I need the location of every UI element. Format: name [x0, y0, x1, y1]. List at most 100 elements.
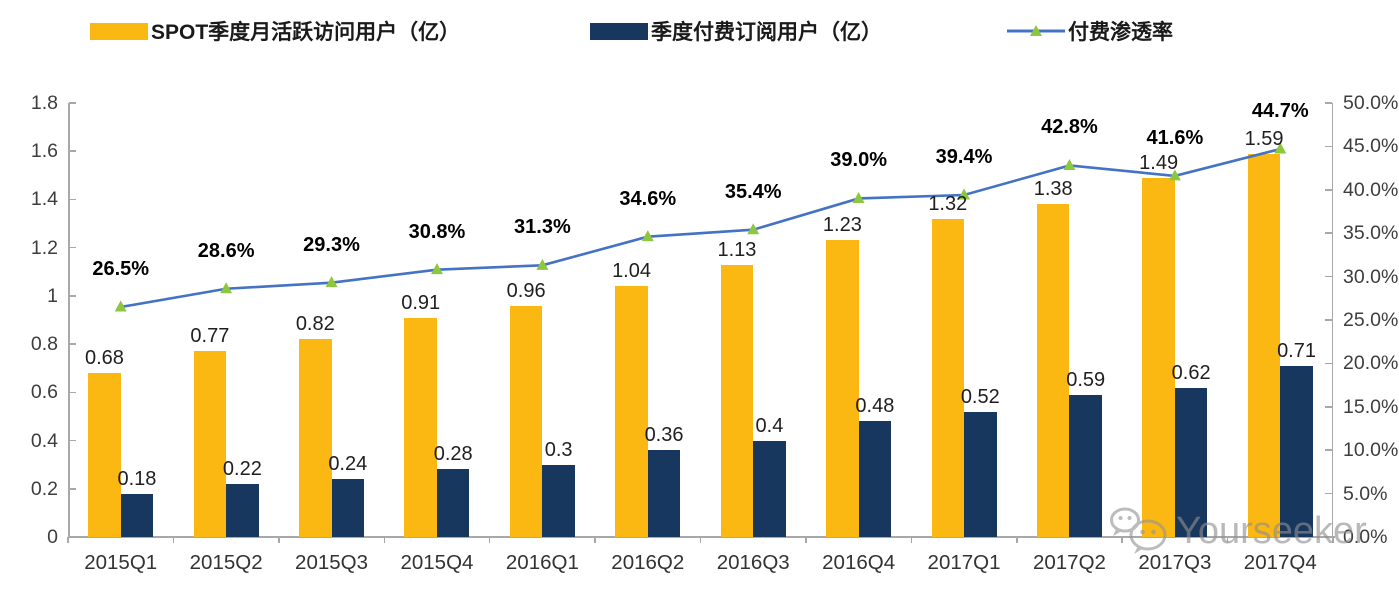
y-axis-right-tick-label: 15.0% — [1343, 395, 1399, 418]
y-axis-right-tick-label: 0.0% — [1343, 526, 1388, 548]
legend-swatch-mau-icon — [90, 22, 148, 40]
x-axis-category-label: 2015Q3 — [295, 551, 369, 574]
line-marker-triangle-icon — [852, 191, 865, 203]
y-axis-right-tick — [1324, 275, 1332, 278]
x-axis-category-label: 2016Q3 — [716, 551, 790, 574]
bar-mau — [1036, 204, 1070, 537]
x-axis-category-label: 2015Q1 — [84, 551, 158, 574]
y-axis-left-tick — [69, 488, 76, 490]
bar-label-subscribers: 0.36 — [644, 424, 684, 447]
line-marker-triangle-icon — [1063, 158, 1076, 170]
bar-label-subscribers: 0.59 — [1066, 368, 1106, 391]
x-axis-tick — [67, 537, 69, 543]
y-axis-right-tick-label: 25.0% — [1343, 309, 1399, 331]
bar-label-mau: 0.82 — [295, 313, 335, 336]
bar-mau — [931, 218, 965, 537]
bar-mau — [193, 351, 227, 537]
penetration-pct-label: 44.7% — [1251, 100, 1309, 122]
x-axis-tick — [910, 537, 913, 543]
x-axis-category-label: 2016Q4 — [822, 551, 896, 574]
bar-label-subscribers: 0.62 — [1171, 361, 1211, 384]
legend-label-subscribers: 季度付费订阅用户（亿） — [651, 21, 882, 44]
y-axis-left-tick-label: 0 — [47, 526, 58, 548]
y-axis-left-tick — [69, 198, 76, 201]
bar-subscribers — [436, 469, 470, 537]
y-axis-right-tick — [1324, 145, 1332, 148]
y-axis-right-tick — [1324, 319, 1332, 321]
legend-item-penetration: 付费渗透率 — [1007, 20, 1173, 44]
bar-mau — [299, 339, 332, 537]
bar-subscribers — [120, 493, 154, 537]
bar-label-subscribers: 0.71 — [1277, 339, 1316, 362]
bar-subscribers — [331, 479, 365, 537]
y-axis-right-tick-label: 10.0% — [1343, 439, 1399, 462]
penetration-pct-label: 39.0% — [830, 149, 887, 172]
bar-mau — [826, 240, 859, 537]
x-axis-tick — [383, 537, 385, 543]
x-axis-tick — [172, 537, 175, 543]
bar-subscribers — [647, 450, 681, 537]
penetration-pct-label: 29.3% — [303, 233, 360, 256]
x-axis-tick — [1332, 537, 1334, 543]
line-marker-triangle-icon — [958, 188, 971, 200]
watermark: Yourseeker — [1108, 505, 1367, 557]
legend-swatch-subscribers-icon — [590, 22, 648, 40]
bar-mau — [1142, 177, 1175, 537]
bar-label-mau: 1.23 — [822, 214, 862, 237]
bar-label-mau: 0.77 — [190, 325, 230, 348]
line-marker-triangle-icon — [325, 276, 338, 288]
bar-label-mau: 1.38 — [1033, 178, 1073, 201]
bar-label-subscribers: 0.22 — [222, 457, 262, 480]
penetration-pct-label: 42.8% — [1041, 116, 1098, 139]
x-axis-category-label: 2016Q1 — [505, 551, 579, 574]
bar-mau — [509, 305, 543, 537]
y-axis-left-tick — [69, 102, 76, 104]
bar-label-subscribers: 0.18 — [117, 467, 157, 490]
y-axis-right-tick-label: 45.0% — [1343, 135, 1399, 158]
bar-mau — [88, 373, 121, 537]
y-axis-left-tick — [69, 295, 76, 297]
x-axis-category-label: 2017Q1 — [927, 551, 1001, 574]
wechat-icon — [1110, 507, 1167, 554]
x-axis-tick — [699, 537, 702, 543]
y-axis-right-tick — [1324, 449, 1332, 451]
y-axis-left-tick-label: 0.6 — [30, 381, 58, 404]
penetration-pct-label: 34.6% — [619, 187, 677, 210]
legend-label-mau: SPOT季度月活跃访问用户（亿） — [151, 21, 461, 44]
bar-mau — [1247, 153, 1281, 537]
line-marker-triangle-icon — [747, 223, 760, 235]
x-axis-tick — [1226, 537, 1229, 543]
bar-label-subscribers: 0.3 — [544, 438, 573, 461]
bar-subscribers — [226, 483, 259, 537]
y-axis-right-tick — [1324, 536, 1332, 538]
y-axis-right-tick — [1324, 232, 1332, 234]
legend-line-marker-icon — [1007, 25, 1065, 36]
x-axis-category-label: 2017Q2 — [1032, 551, 1106, 574]
y-axis-right-tick-label: 20.0% — [1343, 352, 1399, 375]
bar-subscribers — [858, 421, 892, 537]
y-axis-right-tick — [1324, 406, 1332, 408]
line-marker-triangle-icon — [1168, 169, 1181, 181]
y-axis-right-tick-label: 50.0% — [1343, 92, 1399, 114]
y-axis-left-tick-label: 1.8 — [30, 92, 58, 114]
x-axis-tick — [278, 537, 280, 543]
bar-subscribers — [1174, 387, 1208, 537]
bar-label-mau: 1.32 — [928, 192, 968, 215]
x-axis-tick — [1016, 537, 1018, 543]
bar-subscribers — [753, 440, 786, 537]
y-axis-right-tick — [1324, 189, 1332, 191]
x-axis-tick — [594, 537, 596, 543]
y-axis-left-tick-label: 1.6 — [30, 140, 58, 163]
bar-mau — [615, 286, 648, 537]
penetration-pct-label: 41.6% — [1146, 126, 1204, 149]
penetration-pct-label: 39.4% — [935, 146, 993, 168]
y-axis-left-tick — [69, 391, 76, 394]
y-axis-left-tick — [69, 343, 76, 345]
bar-mau — [404, 317, 437, 537]
bar-label-mau: 1.04 — [612, 260, 651, 283]
line-marker-triangle-icon — [536, 258, 549, 270]
penetration-pct-label: 35.4% — [724, 180, 782, 203]
bar-label-subscribers: 0.52 — [960, 385, 1000, 408]
penetration-pct-label: 30.8% — [408, 220, 466, 243]
